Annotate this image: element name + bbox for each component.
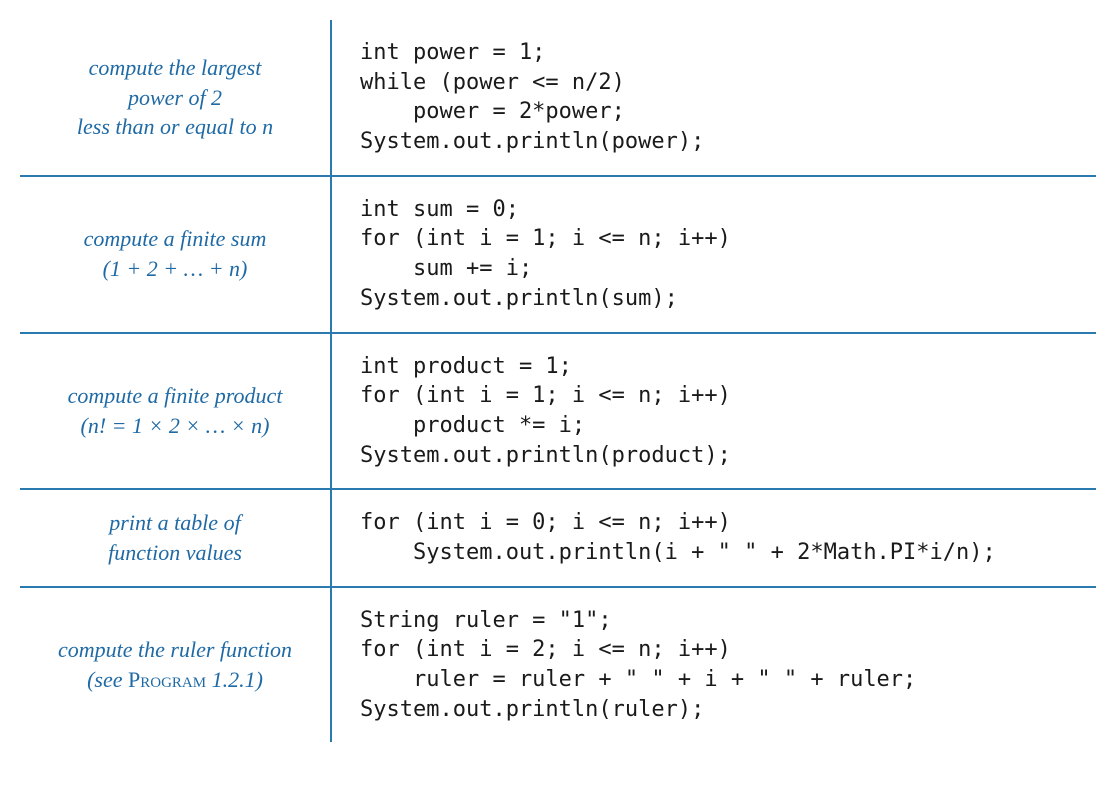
code-cell: int sum = 0; for (int i = 1; i <= n; i++… [331, 176, 1096, 333]
code-block: String ruler = "1"; for (int i = 2; i <=… [360, 606, 1076, 725]
code-block: for (int i = 0; i <= n; i++) System.out.… [360, 508, 1076, 567]
desc-line: compute a finite sum [84, 226, 267, 251]
desc-line: power of 2 [128, 85, 222, 110]
table-row: compute a finite sum (1 + 2 + … + n) int… [20, 176, 1096, 333]
code-cell: int power = 1; while (power <= n/2) powe… [331, 20, 1096, 176]
code-block: int product = 1; for (int i = 1; i <= n;… [360, 352, 1076, 471]
desc-see-suffix: 1.2.1) [206, 667, 263, 692]
desc-see-prefix: (see [87, 667, 128, 692]
desc-line: compute a finite product [68, 383, 283, 408]
desc-line: function values [108, 540, 242, 565]
desc-line: compute the ruler function [58, 637, 292, 662]
table-row: print a table of function values for (in… [20, 489, 1096, 586]
table-row: compute the largest power of 2 less than… [20, 20, 1096, 176]
code-cell: String ruler = "1"; for (int i = 2; i <=… [331, 587, 1096, 743]
code-cell: int product = 1; for (int i = 1; i <= n;… [331, 333, 1096, 490]
code-block: int sum = 0; for (int i = 1; i <= n; i++… [360, 195, 1076, 314]
examples-table: compute the largest power of 2 less than… [20, 20, 1096, 742]
desc-line: less than or equal to n [77, 114, 273, 139]
desc-cell: compute the largest power of 2 less than… [20, 20, 331, 176]
desc-line: (n! = 1 × 2 × … × n) [81, 413, 270, 438]
code-cell: for (int i = 0; i <= n; i++) System.out.… [331, 489, 1096, 586]
table-row: compute a finite product (n! = 1 × 2 × …… [20, 333, 1096, 490]
table-row: compute the ruler function (see Program … [20, 587, 1096, 743]
desc-cell: print a table of function values [20, 489, 331, 586]
desc-line: print a table of [109, 510, 240, 535]
desc-cell: compute the ruler function (see Program … [20, 587, 331, 743]
desc-see-program: Program [128, 667, 206, 692]
desc-line: compute the largest [89, 55, 262, 80]
desc-line: (1 + 2 + … + n) [103, 256, 248, 281]
code-block: int power = 1; while (power <= n/2) powe… [360, 38, 1076, 157]
desc-cell: compute a finite product (n! = 1 × 2 × …… [20, 333, 331, 490]
loop-examples-table: compute the largest power of 2 less than… [20, 20, 1096, 742]
desc-cell: compute a finite sum (1 + 2 + … + n) [20, 176, 331, 333]
